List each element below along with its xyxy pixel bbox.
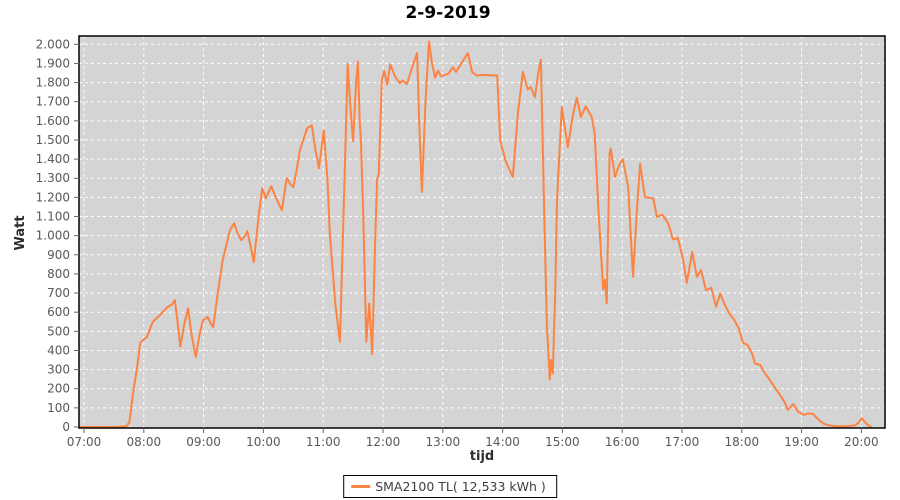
y-tick-label: 1.200 bbox=[36, 190, 70, 204]
y-tick-label: 1.400 bbox=[36, 152, 70, 166]
y-tick-label: 1.800 bbox=[36, 76, 70, 90]
y-axis-title: Watt bbox=[13, 215, 28, 251]
y-tick-label: 1.700 bbox=[36, 95, 70, 109]
x-tick-label: 12:00 bbox=[366, 435, 401, 449]
chart-title: 2-9-2019 bbox=[405, 3, 491, 23]
y-tick-label: 1.100 bbox=[36, 210, 70, 224]
y-tick-label: 100 bbox=[47, 401, 70, 415]
y-tick-label: 1.600 bbox=[36, 114, 70, 128]
y-tick-label: 1.900 bbox=[36, 56, 70, 70]
y-tick-label: 300 bbox=[47, 363, 70, 377]
x-tick-label: 16:00 bbox=[605, 435, 640, 449]
series-line bbox=[78, 40, 872, 428]
x-tick-label: 19:00 bbox=[784, 435, 819, 449]
x-tick-label: 09:00 bbox=[186, 435, 221, 449]
y-tick-label: 1.300 bbox=[36, 171, 70, 185]
y-tick-label: 0 bbox=[62, 420, 70, 434]
y-tick-label: 1.000 bbox=[36, 229, 70, 243]
series-line-swatch-icon bbox=[351, 484, 371, 488]
legend-series-label: SMA2100 TL( 12,533 kWh ) bbox=[375, 478, 546, 494]
x-tick-label: 18:00 bbox=[725, 435, 760, 449]
x-tick-label: 15:00 bbox=[545, 435, 580, 449]
y-tick-label: 600 bbox=[47, 305, 70, 319]
x-tick-label: 17:00 bbox=[665, 435, 700, 449]
y-tick-label: 200 bbox=[47, 382, 70, 396]
plot-border bbox=[78, 35, 886, 429]
y-tick-label: 1.500 bbox=[36, 133, 70, 147]
x-tick-label: 07:00 bbox=[67, 435, 102, 449]
x-tick-label: 14:00 bbox=[485, 435, 520, 449]
x-tick-label: 08:00 bbox=[127, 435, 162, 449]
x-axis-title: tijd bbox=[469, 449, 495, 464]
x-tick-label: 20:00 bbox=[844, 435, 879, 449]
y-tick-label: 500 bbox=[47, 324, 70, 338]
legend: SMA2100 TL( 12,533 kWh ) bbox=[343, 475, 557, 498]
line-chart-plot: 0 100 200 300 400 500 600 700 800 900 1.000 1.100 1.… bbox=[36, 35, 886, 449]
y-tick-label: 700 bbox=[47, 286, 70, 300]
x-tick-label: 10:00 bbox=[246, 435, 281, 449]
x-tick-label: 11:00 bbox=[306, 435, 341, 449]
y-tick-label: 800 bbox=[47, 267, 70, 281]
y-tick-label: 400 bbox=[47, 343, 70, 357]
x-tick-label: 13:00 bbox=[426, 435, 461, 449]
y-tick-label: 900 bbox=[47, 248, 70, 262]
y-tick-label: 2.000 bbox=[36, 37, 70, 51]
